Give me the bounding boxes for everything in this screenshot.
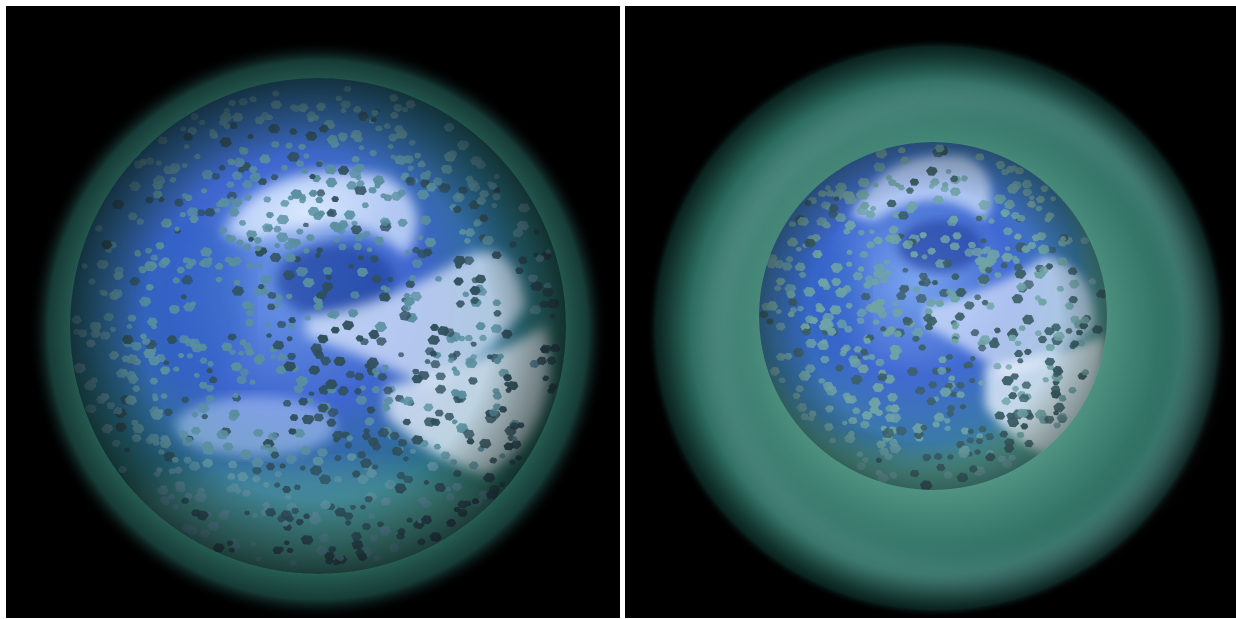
right-sphere-render [625,6,1236,618]
panel-divider [620,0,625,619]
sphere-core [759,142,1107,490]
right-sphere-image [647,38,1227,618]
left-sphere-render [6,6,620,618]
left-sphere-image [28,40,608,618]
sphere-core [70,78,566,574]
